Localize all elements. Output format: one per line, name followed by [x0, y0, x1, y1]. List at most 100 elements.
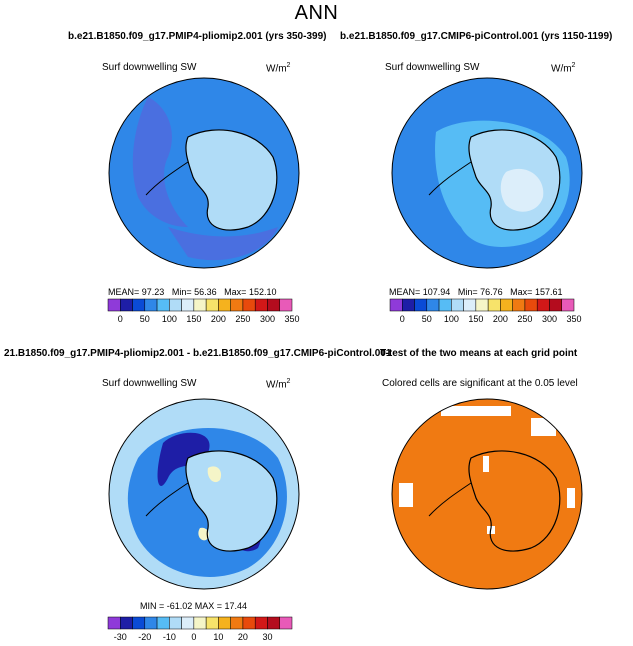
colorbar-tick-label: 350: [566, 314, 582, 324]
colorbar-tick-label: 250: [517, 314, 533, 324]
non-significant-cells: [531, 418, 556, 436]
colorbar-swatch: [242, 298, 256, 312]
colorbar-tick-label: 20: [237, 632, 248, 642]
figure-title: ANN: [294, 2, 339, 24]
colorbar-swatch: [279, 298, 293, 312]
colorbar-swatch: [267, 616, 280, 630]
colorbar-swatch: [487, 298, 501, 312]
stats-bottom-left: MIN = -61.02 MAX = 17.44: [140, 601, 248, 611]
variable-label-top-left: Surf downwelling SW: [102, 62, 197, 73]
colorbar-swatch: [451, 298, 464, 312]
colorbar-tick-label: 200: [492, 314, 508, 324]
colorbar-swatch: [512, 298, 526, 312]
units-label-bottom-left: W/m2: [266, 378, 291, 391]
colorbar-swatch: [500, 298, 513, 312]
colorbar-tick-label: 350: [284, 314, 300, 324]
colorbar-swatch: [230, 298, 244, 312]
colorbar-swatch: [402, 298, 415, 312]
colorbar-swatch: [120, 616, 133, 630]
colorbar-swatch: [536, 298, 550, 312]
antarctic-peninsula: [145, 161, 189, 196]
colorbar-bottom-left: [107, 616, 293, 630]
units-label-top-left: W/m2: [266, 62, 291, 75]
colorbar-tick-label: 150: [186, 314, 202, 324]
colorbar-swatch: [230, 616, 244, 630]
colorbar-tick-label: 50: [421, 314, 432, 324]
antarctic-peninsula: [145, 482, 189, 517]
antarctic-peninsula: [428, 482, 472, 517]
colorbar-tick-label: 50: [139, 314, 150, 324]
colorbar-swatch: [181, 298, 195, 312]
case-title-left: b.e21.B1850.f09_g17.PMIP4-pliomip2.001 (…: [68, 31, 327, 42]
colorbar-tick-label: -20: [138, 632, 152, 642]
colorbar-swatch: [438, 298, 452, 312]
colorbar-swatch: [156, 616, 170, 630]
colorbar-swatch: [389, 298, 403, 312]
colorbar-swatch: [205, 298, 219, 312]
low-sw-region: [168, 227, 278, 261]
colorbar-swatch: [205, 616, 219, 630]
variable-label-top-right: Surf downwelling SW: [385, 62, 480, 73]
antarctica-coastline: [185, 129, 278, 231]
colorbar-ticks-top-right: 0 50 100 150 200 250 300 350: [390, 314, 582, 326]
colorbar-swatch: [475, 298, 489, 312]
colorbar-swatch: [169, 616, 182, 630]
map-bottom-right: [391, 398, 583, 590]
colorbar-swatch: [193, 616, 207, 630]
colorbar-swatch: [218, 298, 231, 312]
colorbar-tick-label: 10: [213, 632, 224, 642]
colorbar-swatch: [267, 298, 280, 312]
positive-difference-region: [198, 527, 209, 541]
map-bottom-left: [108, 398, 300, 590]
colorbar-ticks-bottom-left: -30 -20 -10 0 10 20 30: [108, 632, 292, 644]
colorbar-tick-label: 100: [443, 314, 459, 324]
non-significant-cells: [441, 406, 511, 416]
ttest-title: T-test of the two means at each grid poi…: [380, 348, 578, 359]
map-top-left: [108, 77, 300, 269]
map-border: [391, 398, 583, 590]
case-title-right: b.e21.B1850.f09_g17.CMIP6-piControl.001 …: [340, 31, 613, 42]
colorbar-tick-label: 0: [191, 632, 197, 642]
colorbar-swatch: [426, 298, 440, 312]
high-sw-region: [500, 168, 544, 212]
diff-case-title: 21.B1850.f09_g17.PMIP4-pliomip2.001 - b.…: [4, 348, 392, 359]
colorbar-swatch: [254, 298, 268, 312]
colorbar-tick-label: 30: [262, 632, 273, 642]
map-border: [108, 77, 300, 269]
colorbar-swatch: [549, 298, 562, 312]
colorbar-tick-label: -30: [113, 632, 127, 642]
colorbar-swatch: [144, 616, 158, 630]
colorbar-tick-label: 0: [117, 314, 123, 324]
colorbar-swatch: [524, 298, 538, 312]
colorbar-swatch: [144, 298, 158, 312]
colorbar-swatch: [169, 298, 182, 312]
colorbar-top-left: [107, 298, 293, 312]
colorbar-swatch: [218, 616, 231, 630]
antarctica-coastline: [185, 450, 278, 552]
colorbar-ticks-top-left: 0 50 100 150 200 250 300 350: [108, 314, 300, 326]
stats-top-right: MEAN= 107.94 Min= 76.76 Max= 157.61: [389, 287, 563, 297]
non-significant-cells: [483, 456, 489, 472]
colorbar-swatch: [193, 298, 207, 312]
colorbar-swatch: [156, 298, 170, 312]
colorbar-tick-label: 150: [468, 314, 484, 324]
antarctica-coastline: [468, 129, 561, 231]
significance-label: Colored cells are significant at the 0.0…: [382, 378, 578, 389]
positive-difference-region: [207, 466, 222, 483]
colorbar-swatch: [132, 298, 146, 312]
colorbar-swatch: [279, 616, 293, 630]
colorbar-tick-label: 250: [235, 314, 251, 324]
stats-top-left: MEAN= 97.23 Min= 56.36 Max= 152.10: [108, 287, 277, 297]
map-border: [108, 398, 300, 590]
colorbar-tick-label: 0: [399, 314, 405, 324]
colorbar-swatch: [107, 616, 121, 630]
non-significant-cells: [567, 488, 575, 508]
strong-negative-region: [157, 432, 210, 486]
colorbar-tick-label: -10: [162, 632, 176, 642]
colorbar-swatch: [561, 298, 575, 312]
colorbar-swatch: [254, 616, 268, 630]
colorbar-swatch: [107, 298, 121, 312]
colorbar-top-right: [389, 298, 575, 312]
colorbar-swatch: [414, 298, 428, 312]
antarctic-peninsula: [428, 161, 472, 196]
